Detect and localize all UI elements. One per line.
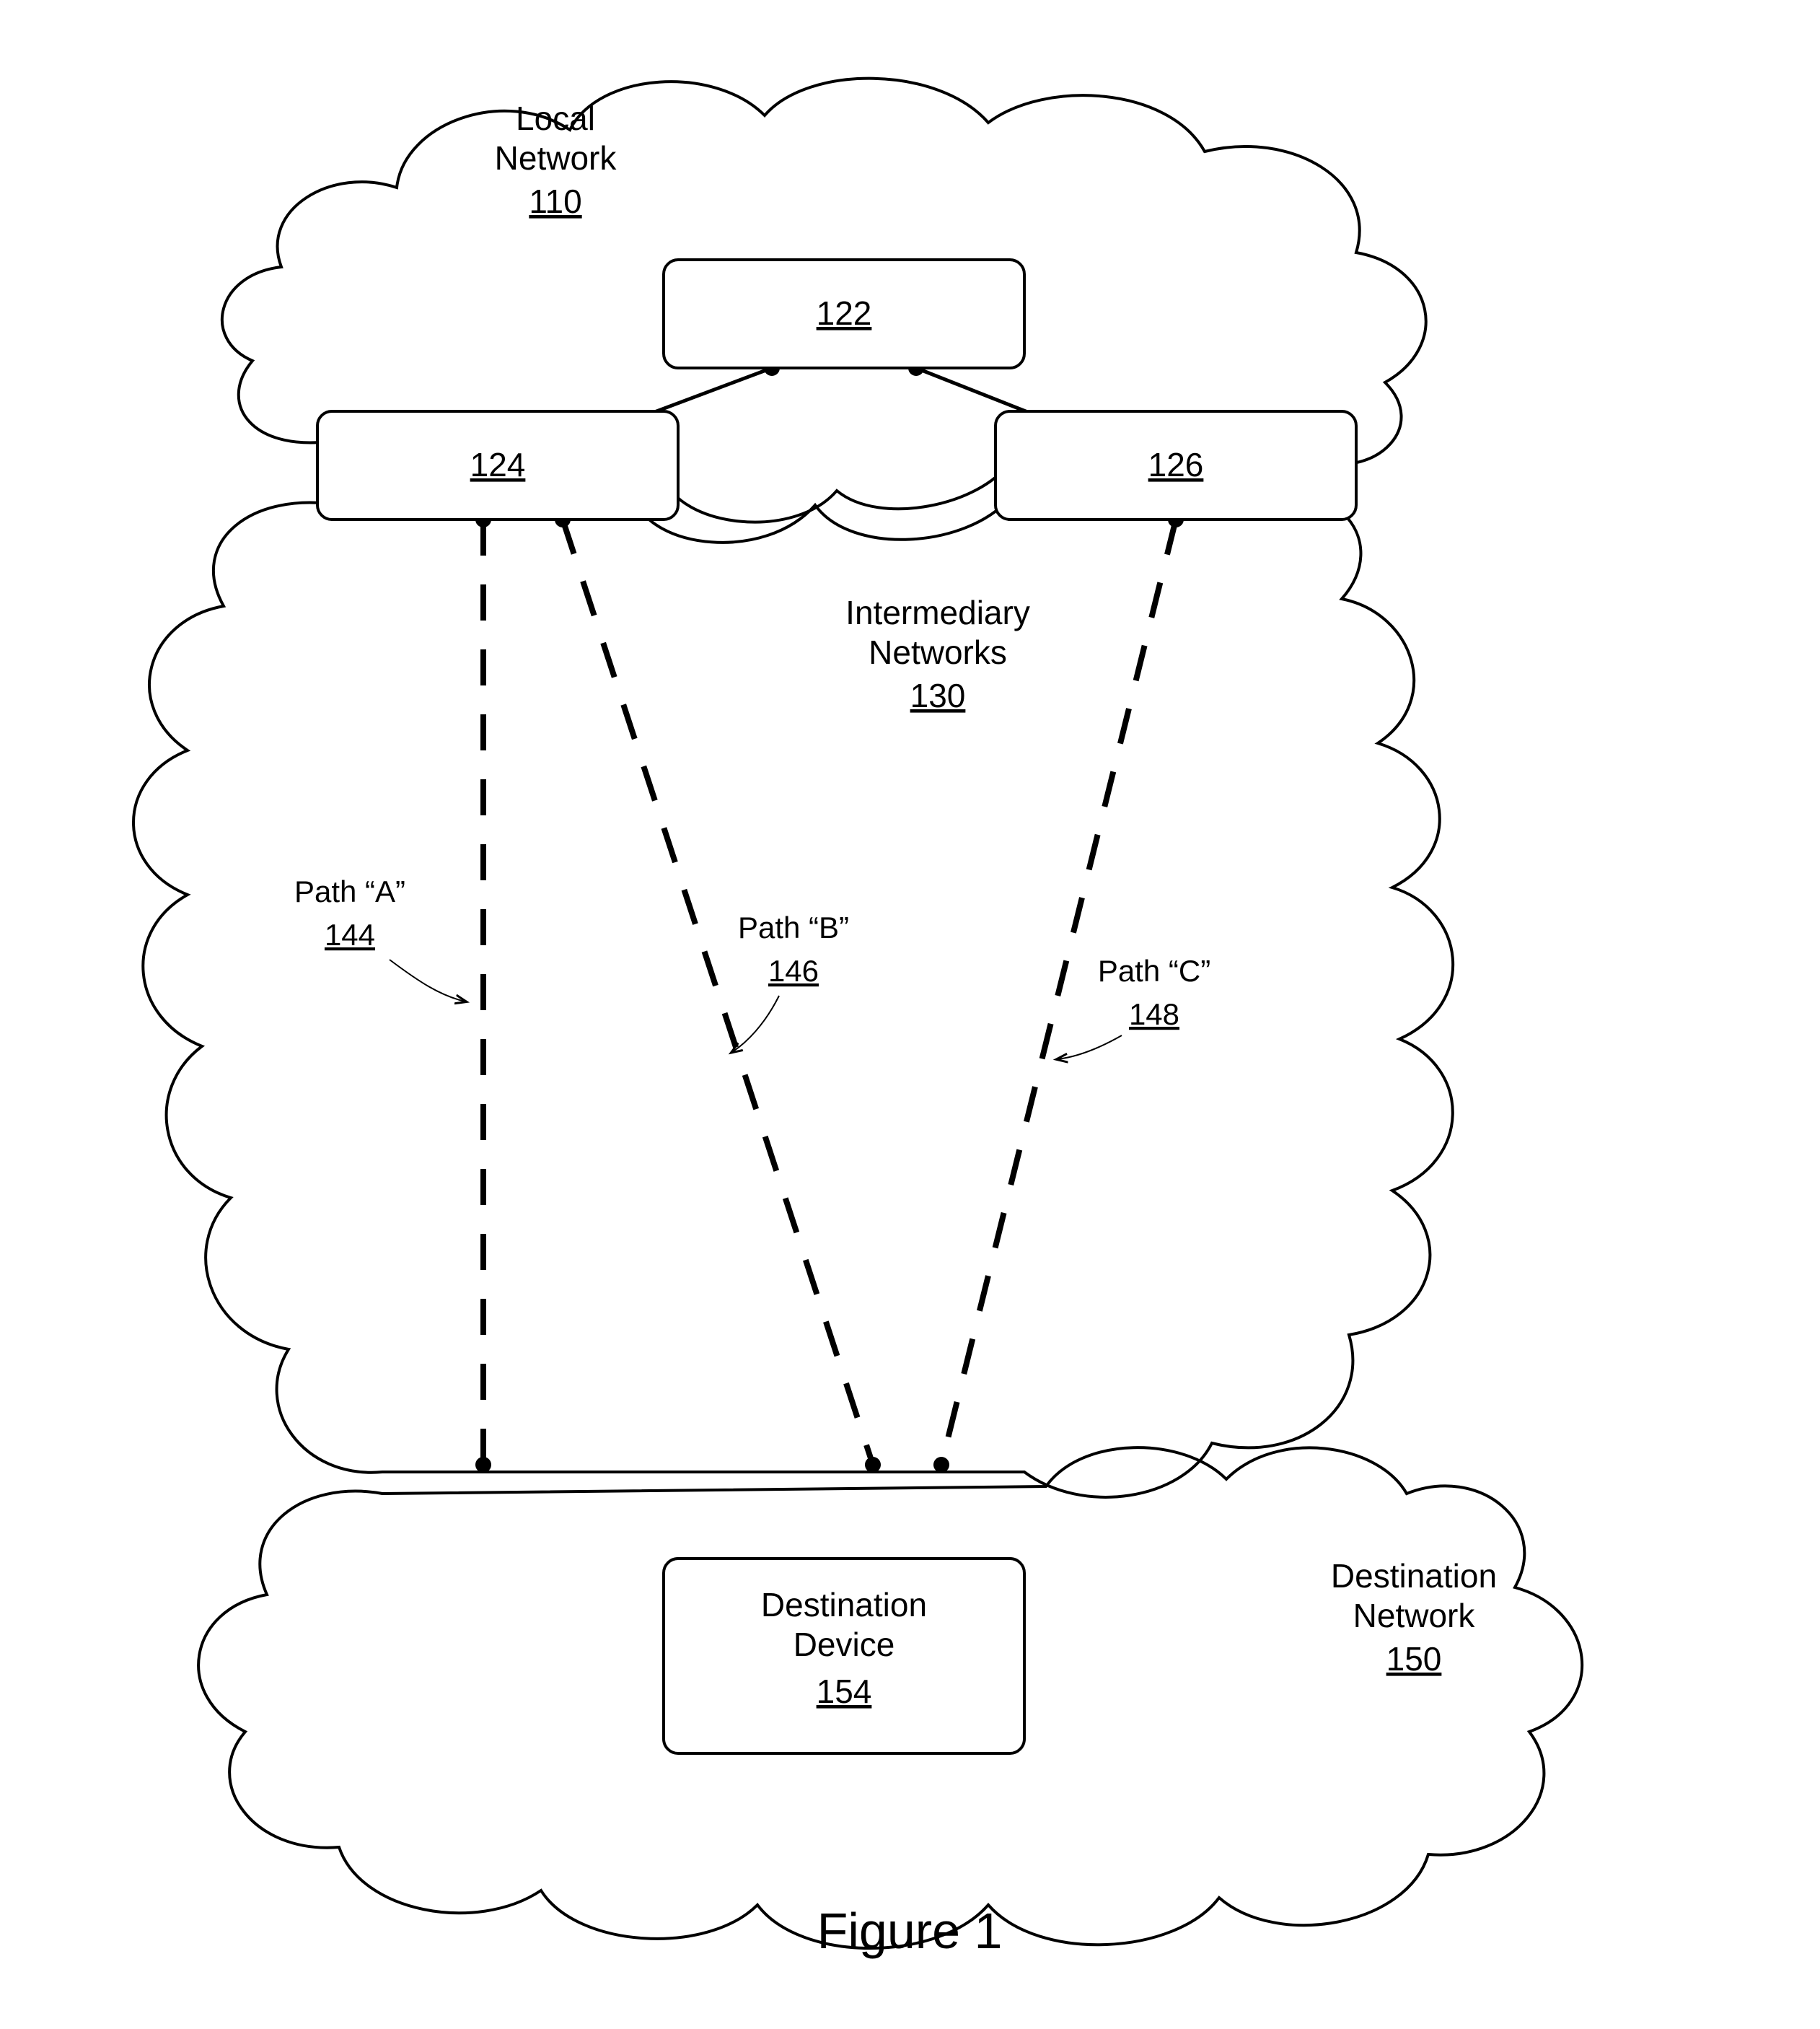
intermediary-title2: Networks <box>869 634 1007 671</box>
path-a-label: Path “A” <box>294 875 405 908</box>
path-c-arrow <box>1058 1035 1122 1059</box>
cloud-intermediary-networks <box>133 494 1453 1497</box>
path-a-arrow <box>390 960 465 1002</box>
path-b-line <box>563 520 873 1465</box>
figure-caption: Figure 1 <box>817 1903 1003 1959</box>
dest-device-title2: Device <box>793 1626 895 1663</box>
path-b-arrow <box>732 996 779 1052</box>
dest-network-ref: 150 <box>1386 1640 1442 1678</box>
dest-network-title2: Network <box>1353 1597 1476 1634</box>
local-network-ref: 110 <box>529 183 581 220</box>
node-122-ref: 122 <box>817 294 872 332</box>
intermediary-ref: 130 <box>910 677 966 714</box>
dot <box>865 1457 881 1473</box>
path-c-ref: 148 <box>1129 997 1179 1031</box>
local-network-title: Local <box>516 100 595 137</box>
node-126-ref: 126 <box>1148 446 1204 483</box>
dest-device-ref: 154 <box>817 1673 872 1710</box>
dot <box>475 1457 491 1473</box>
dest-device-title: Destination <box>761 1586 927 1623</box>
dest-network-title: Destination <box>1331 1557 1497 1595</box>
intermediary-title: Intermediary <box>845 594 1030 631</box>
path-a-ref: 144 <box>325 918 375 952</box>
node-124-ref: 124 <box>470 446 526 483</box>
dot <box>933 1457 949 1473</box>
local-network-title2: Network <box>495 139 617 177</box>
path-b-ref: 146 <box>768 954 819 988</box>
path-b-label: Path “B” <box>738 911 849 945</box>
path-c-label: Path “C” <box>1098 954 1210 988</box>
